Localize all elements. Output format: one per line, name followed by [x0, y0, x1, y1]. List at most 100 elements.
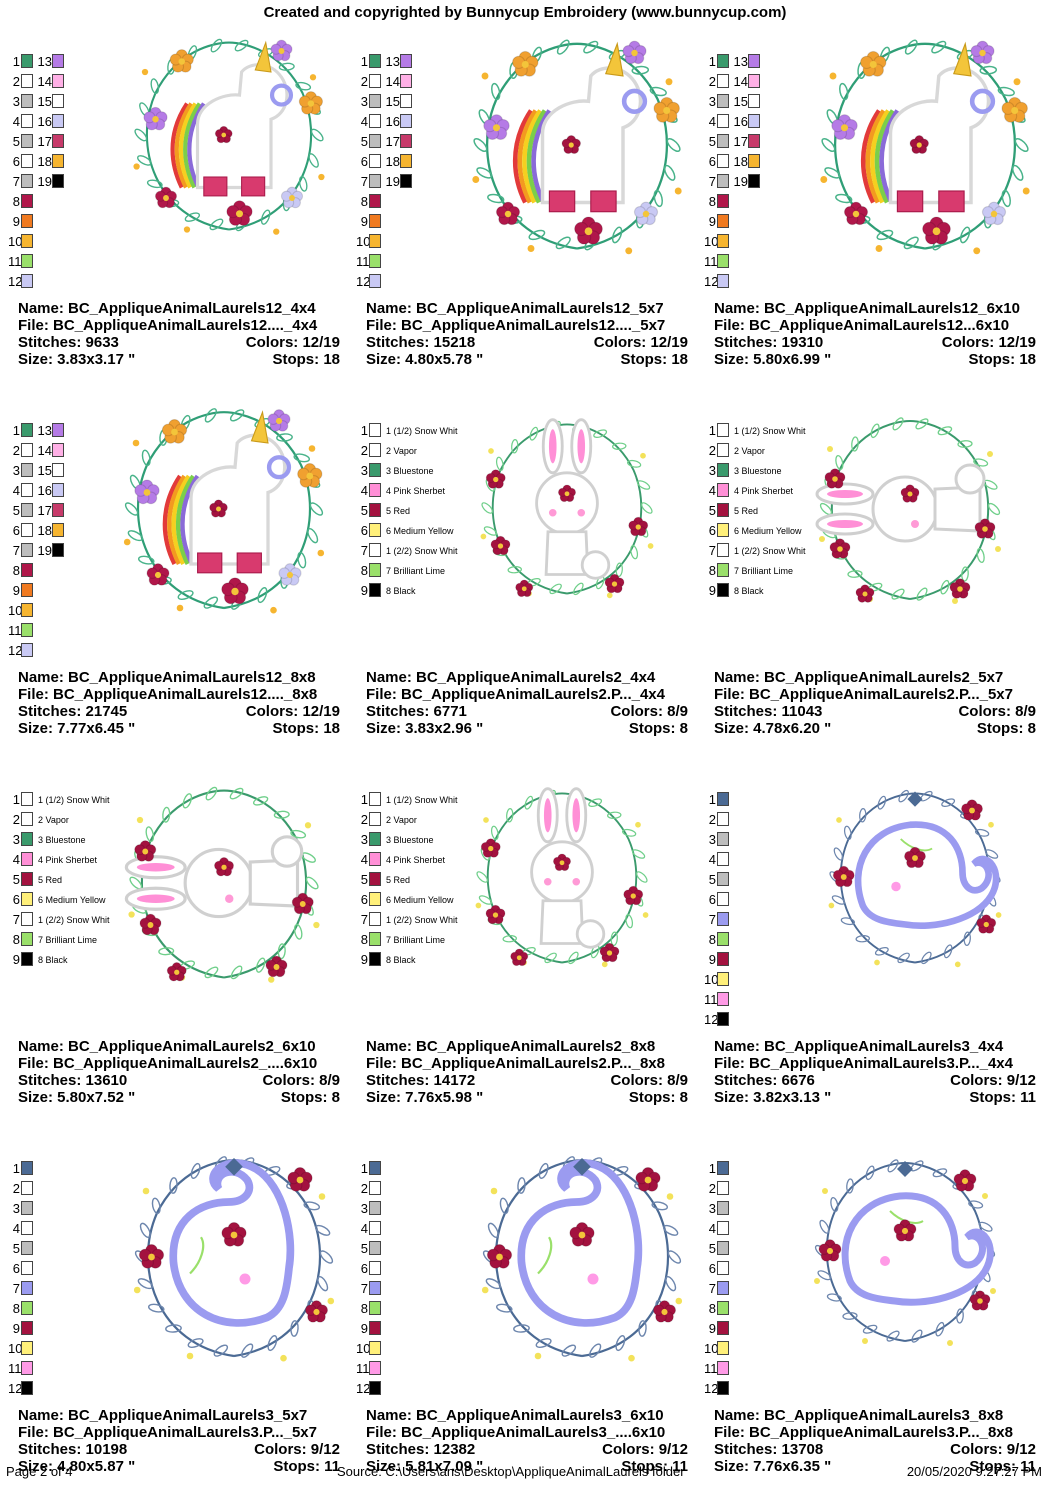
info-row: Size: 5.81x7.09 " Stops: 11	[366, 1458, 688, 1475]
design-card: 1 1 (1/2) Snow Whit 2 2 Vapor 3 3 Bluestone 4 4…	[4, 762, 340, 1106]
swatch-number: 3	[12, 94, 20, 109]
swatch-number: 11	[8, 1361, 22, 1376]
swatch-number: 4	[360, 1221, 368, 1236]
flower-icon	[221, 577, 249, 605]
swatch-color-box	[21, 463, 33, 477]
design-size: Size: 7.77x6.45 "	[18, 720, 136, 737]
swatch-number: 5	[12, 503, 20, 518]
design-name: Name: BC_AppliqueAnimalLaurels2_4x4	[366, 669, 656, 686]
flower-icon	[949, 578, 971, 599]
color-count: Colors: 8/9	[610, 1072, 688, 1089]
swatch-color-box	[748, 74, 760, 88]
swatch-color-box	[369, 952, 381, 966]
swatch-color-box	[369, 872, 381, 886]
stop-count: Stops: 8	[628, 1089, 688, 1106]
swatch-color-box	[369, 174, 381, 188]
design-info: Name: BC_AppliqueAnimalLaurels12_4x4 File…	[18, 300, 340, 368]
design-size: Size: 4.78x6.20 "	[714, 720, 832, 737]
swatch-number: 12	[8, 1381, 23, 1396]
swatch-number: 17	[385, 134, 400, 149]
swatch-number: 13	[385, 54, 400, 69]
flower-icon	[622, 40, 647, 65]
swatch-color-box	[21, 1241, 33, 1255]
swatch-color-box	[21, 912, 33, 926]
design-preview	[133, 1156, 335, 1362]
info-row: Stitches: 13708 Colors: 9/12	[714, 1441, 1036, 1458]
swatch-number: 2	[708, 443, 716, 458]
swatch-color-box	[369, 812, 381, 826]
swatch-color-box	[21, 443, 33, 457]
swatch-color-box	[717, 872, 729, 886]
flower-icon	[134, 479, 160, 505]
swatch-color-box	[52, 423, 64, 437]
swatch-color-box	[52, 523, 64, 537]
stop-count: Stops: 8	[976, 720, 1036, 737]
swatch-color-box	[717, 423, 729, 437]
color-count: Colors: 9/12	[602, 1441, 688, 1458]
swatch-number: 6	[708, 523, 716, 538]
flower-icon	[633, 201, 659, 226]
swatch-number: 5	[360, 503, 368, 518]
swatch-label: 7 Brilliant Lime	[38, 935, 98, 945]
design-preview	[472, 39, 682, 255]
swatch-color-box	[400, 174, 412, 188]
swatch-number: 7	[708, 912, 716, 927]
swatch-label: 1 (2/2) Snow Whit	[38, 915, 110, 925]
swatch-number: 19	[37, 543, 52, 558]
swatch-color-box	[400, 114, 412, 128]
design-card: 1 2 3 4 5 6 7 8 9 10 11 12 13 14 15 16 17 18 19 Name: BC_Ap…	[4, 24, 340, 368]
design-preview	[133, 38, 325, 235]
color-count: Colors: 9/12	[950, 1441, 1036, 1458]
swatch-color-box	[717, 1361, 729, 1375]
swatch-label: 8 Black	[386, 955, 416, 965]
swatch-label: 6 Medium Yellow	[734, 526, 802, 536]
swatch-label: 2 Vapor	[386, 815, 417, 825]
swatch-color-box	[369, 792, 381, 806]
swatch-color-box	[21, 603, 33, 617]
stop-count: Stops: 18	[272, 351, 340, 368]
swatch-color-box	[21, 483, 33, 497]
swatch-color-box	[52, 114, 64, 128]
stop-count: Stops: 8	[280, 1089, 340, 1106]
flower-icon	[831, 114, 858, 141]
info-row: Stitches: 19310 Colors: 12/19	[714, 334, 1036, 351]
swatch-color-box	[369, 1181, 381, 1195]
swatch-color-box	[717, 1221, 729, 1235]
swatch-color-box	[717, 234, 729, 248]
flower-icon	[922, 216, 951, 245]
flower-icon	[561, 134, 582, 155]
swatch-label: 4 Pink Sherbet	[386, 855, 446, 865]
swatch-number: 2	[12, 812, 20, 827]
info-row: Name: BC_AppliqueAnimalLaurels3_5x7	[18, 1407, 340, 1424]
info-row: Stitches: 12382 Colors: 9/12	[366, 1441, 688, 1458]
swatch-number: 3	[12, 832, 20, 847]
swatch-color-box	[21, 503, 33, 517]
stop-count: Stops: 18	[272, 720, 340, 737]
swatch-number: 9	[12, 583, 20, 598]
info-row: Stitches: 15218 Colors: 12/19	[366, 334, 688, 351]
color-count: Colors: 8/9	[610, 703, 688, 720]
flower-icon	[893, 1219, 917, 1242]
swatch-color-box	[21, 114, 33, 128]
swatch-number: 13	[733, 54, 748, 69]
swatch-color-box	[717, 274, 729, 288]
swatch-color-box	[21, 523, 33, 537]
info-row: Size: 3.83x2.96 " Stops: 8	[366, 720, 688, 737]
swatch-number: 8	[708, 932, 716, 947]
swatch-color-box	[717, 952, 729, 966]
swatch-number: 7	[708, 1281, 716, 1296]
design-info: Name: BC_AppliqueAnimalLaurels2_8x8 File:…	[366, 1038, 688, 1106]
swatch-number: 17	[37, 134, 52, 149]
swatch-label: 8 Black	[38, 955, 68, 965]
swatch-number: 11	[704, 254, 718, 269]
swatch-color-box	[21, 1221, 33, 1235]
swatch-color-box	[21, 1321, 33, 1335]
swatch-color-box	[369, 194, 381, 208]
design-card: 1 2 3 4 5 6 7 8 9 10 11 12 Name: BC_AppliqueAnimalLa…	[700, 1131, 1036, 1475]
stop-count: Stops: 11	[273, 1458, 340, 1475]
info-row: File: BC_AppliqueAnimalLaurels3.P..._8x8	[714, 1424, 1036, 1441]
info-row: File: BC_AppliqueAnimalLaurels12...._4x4	[18, 317, 340, 334]
swatch-color-box	[369, 54, 381, 68]
swatch-label: 1 (1/2) Snow Whit	[386, 795, 458, 805]
flower-icon	[298, 91, 324, 115]
